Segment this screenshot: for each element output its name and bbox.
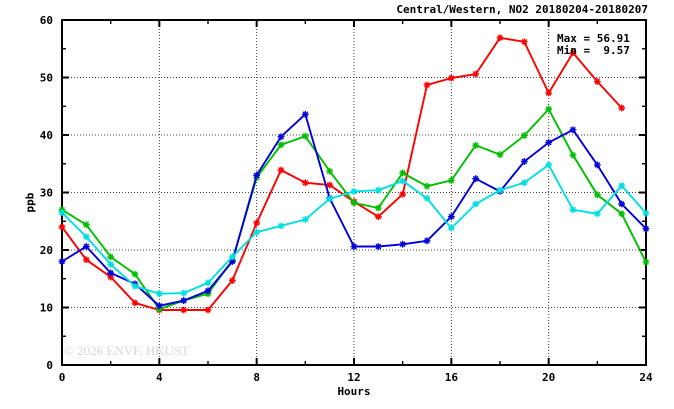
- max-value-label: Max = 56.91: [557, 32, 630, 45]
- x-tick-label: 8: [253, 371, 260, 384]
- series-green: [58, 105, 650, 313]
- min-value-label: Min = 9.57: [557, 44, 630, 57]
- tick-labels: 0 4 8 12 16 20 24 0 10 20 30 40 50 60: [40, 14, 653, 384]
- series-red: [58, 34, 626, 314]
- series-red-line: [61, 36, 623, 311]
- x-tick-label: 20: [542, 371, 555, 384]
- x-tick-label: 12: [347, 371, 360, 384]
- x-tick-label: 16: [445, 371, 459, 384]
- watermark: © 2026 ENVF, HKUST: [64, 343, 190, 358]
- y-tick-label: 40: [40, 129, 53, 142]
- series-cyan-markers: [58, 161, 650, 298]
- series-red-markers: [58, 34, 626, 314]
- chart-title: Central/Western, NO2 20180204-20180207: [396, 3, 648, 16]
- x-tick-label: 0: [59, 371, 66, 384]
- y-tick-label: 30: [40, 187, 53, 200]
- y-axis-title: ppb: [23, 192, 37, 213]
- y-tick-label: 60: [40, 14, 53, 27]
- x-axis-title: Hours: [337, 385, 371, 398]
- x-tick-label: 4: [156, 371, 163, 384]
- y-tick-label: 0: [46, 359, 53, 372]
- series-cyan: [58, 161, 650, 298]
- y-tick-label: 10: [40, 302, 53, 315]
- axis-ticks: [61, 19, 647, 366]
- series-cyan-line: [61, 163, 647, 295]
- y-tick-label: 50: [40, 72, 53, 85]
- y-tick-label: 20: [40, 244, 53, 257]
- x-tick-label: 24: [639, 371, 653, 384]
- max-min-annotation: Max = 56.91 Min = 9.57: [557, 33, 630, 57]
